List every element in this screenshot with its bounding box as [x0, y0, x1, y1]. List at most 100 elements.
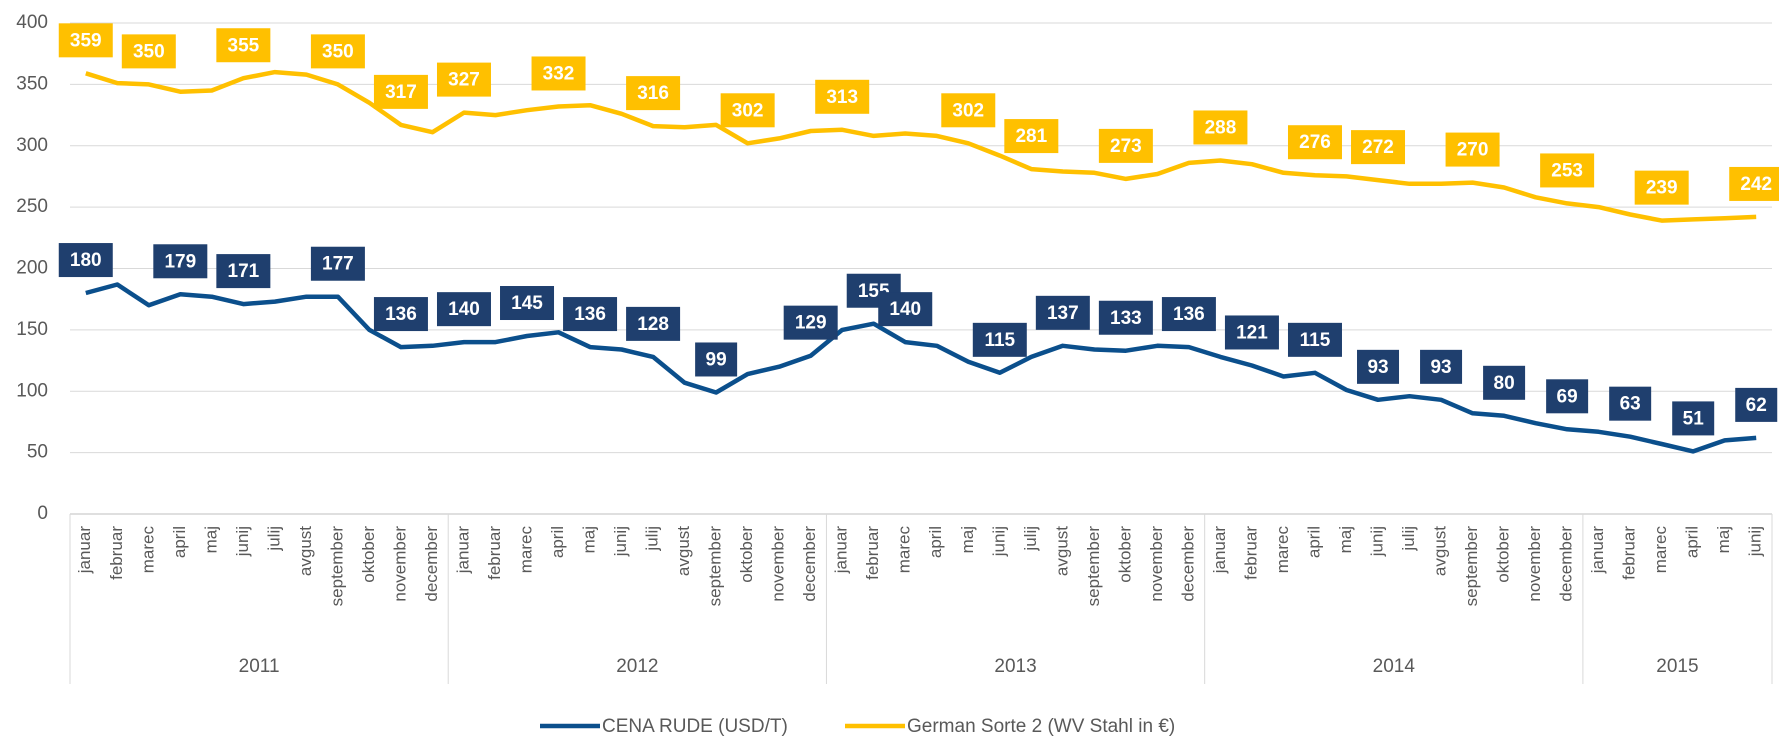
x-tick-label: november [769, 526, 788, 602]
year-label: 2013 [994, 656, 1036, 677]
data-label-box [815, 79, 870, 114]
year-label: 2014 [1373, 656, 1416, 677]
data-label: 281 [1015, 126, 1047, 147]
data-label-box [1483, 365, 1526, 400]
x-tick-label: april [548, 526, 567, 558]
data-label-box [941, 93, 996, 128]
x-tick-label: junij [233, 526, 252, 557]
data-label-box [1193, 110, 1248, 145]
data-label: 63 [1620, 394, 1641, 415]
data-label: 180 [70, 250, 102, 271]
data-label: 317 [385, 82, 417, 103]
data-label-box [436, 62, 491, 97]
data-label: 272 [1362, 137, 1394, 158]
year-label: 2015 [1656, 656, 1698, 677]
x-tick-label: marec [517, 526, 536, 574]
data-label: 93 [1367, 357, 1388, 378]
data-label: 355 [228, 35, 260, 56]
data-label: 270 [1457, 140, 1489, 161]
data-label: 137 [1047, 303, 1079, 324]
x-tick-label: januar [75, 526, 94, 575]
data-label: 51 [1683, 408, 1705, 429]
y-tick-label: 400 [16, 12, 48, 33]
x-tick-label: junij [1746, 526, 1765, 557]
year-label: 2012 [616, 656, 658, 677]
x-tick-label: december [1178, 526, 1197, 602]
y-tick-label: 350 [16, 73, 48, 94]
data-label-box [1098, 128, 1153, 163]
x-tick-label: julij [643, 526, 662, 552]
data-label-box [626, 306, 681, 341]
data-label: 359 [70, 30, 102, 51]
x-tick-label: januar [1588, 526, 1607, 575]
data-label-box [1420, 349, 1463, 384]
x-tick-label: oktober [1494, 526, 1513, 583]
data-label: 93 [1430, 357, 1451, 378]
x-tick-label: december [422, 526, 441, 602]
x-tick-label: februar [863, 526, 882, 580]
data-label: 179 [164, 251, 196, 272]
x-tick-label: januar [453, 526, 472, 575]
data-label: 332 [543, 63, 575, 84]
data-label: 115 [1300, 330, 1331, 351]
y-tick-label: 250 [16, 196, 48, 217]
data-label: 327 [448, 70, 480, 91]
x-tick-label: november [390, 526, 409, 602]
data-label-box [1445, 132, 1500, 167]
x-tick-label: oktober [359, 526, 378, 583]
x-tick-label: marec [895, 526, 914, 574]
x-tick-label: december [1557, 526, 1576, 602]
data-label: 253 [1551, 160, 1583, 181]
data-label-box [1634, 170, 1689, 205]
data-label-box [783, 305, 838, 340]
data-label-box [1540, 153, 1595, 188]
data-label-box [1098, 300, 1153, 335]
data-label-box [1287, 125, 1342, 160]
x-tick-label: september [327, 526, 346, 607]
x-tick-label: julij [264, 526, 283, 552]
x-tick-label: julij [1399, 526, 1418, 552]
x-tick-label: februar [485, 526, 504, 580]
data-label-box [531, 56, 586, 91]
data-label: 140 [889, 299, 921, 320]
x-tick-label: september [1462, 526, 1481, 607]
x-tick-label: januar [1210, 526, 1229, 575]
data-label: 136 [385, 304, 417, 325]
data-label-box [1161, 297, 1216, 332]
data-label-box [1735, 387, 1778, 422]
data-label-box [972, 322, 1027, 357]
x-tick-label: februar [107, 526, 126, 580]
x-tick-label: avgust [1052, 526, 1071, 576]
data-label: 177 [322, 254, 354, 275]
data-label-box [878, 292, 933, 327]
data-label-box [436, 292, 491, 327]
data-label-box [153, 244, 208, 279]
year-label: 2011 [239, 656, 280, 677]
x-tick-label: november [1147, 526, 1166, 602]
x-tick-label: junij [1368, 526, 1387, 557]
x-tick-label: december [800, 526, 819, 602]
data-label-box [310, 34, 365, 69]
x-tick-label: april [170, 526, 189, 558]
data-label: 133 [1110, 308, 1142, 329]
data-label: 350 [133, 41, 165, 62]
data-label: 136 [574, 304, 606, 325]
y-tick-label: 300 [16, 135, 48, 156]
data-label-box [1609, 386, 1652, 421]
data-label: 140 [448, 299, 480, 320]
x-tick-label: september [706, 526, 725, 607]
data-label-box [563, 297, 618, 332]
data-label: 129 [795, 313, 827, 334]
data-label: 302 [952, 100, 984, 121]
y-tick-label: 150 [16, 319, 48, 340]
series-line [85, 282, 1757, 454]
data-label: 273 [1110, 136, 1142, 157]
x-tick-label: januar [832, 526, 851, 575]
data-label-box [1224, 315, 1279, 350]
x-tick-label: marec [1651, 526, 1670, 574]
x-tick-label: marec [1273, 526, 1292, 574]
data-label: 302 [732, 100, 764, 121]
data-label-box [373, 297, 428, 332]
data-label: 80 [1494, 373, 1515, 394]
data-label: 136 [1173, 304, 1205, 325]
